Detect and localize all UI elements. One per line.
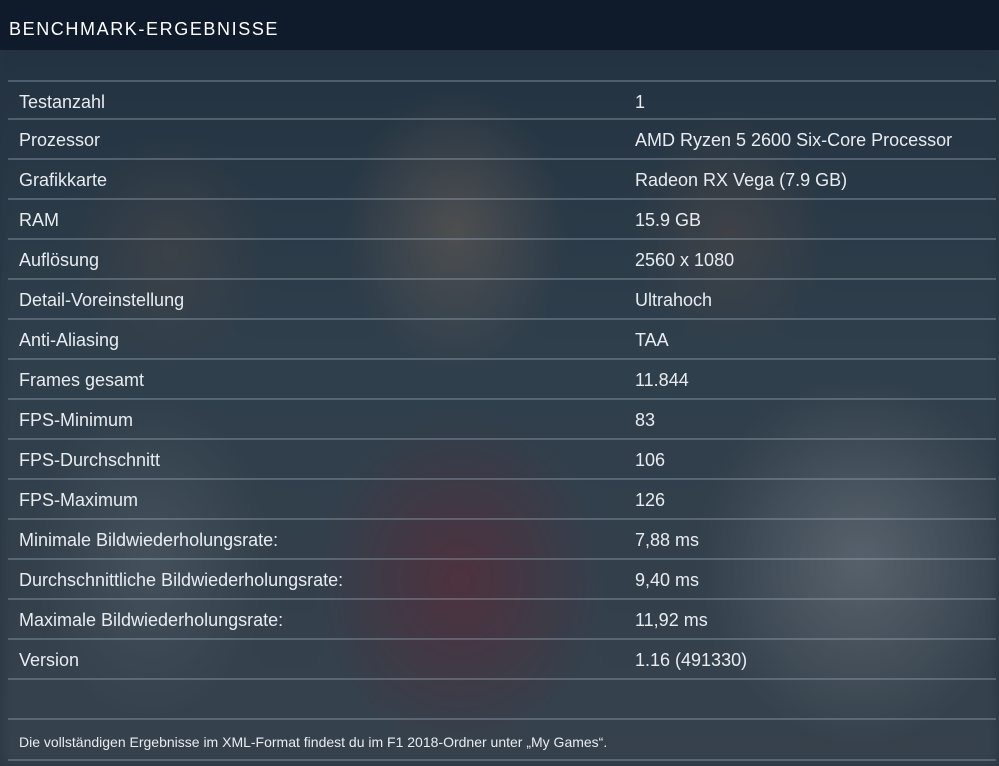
row-label: Frames gesamt: [19, 370, 145, 390]
results-row: Minimale Bildwiederholungsrate: 7,88 ms: [8, 520, 996, 560]
row-value: 7,88 ms: [635, 530, 700, 550]
footer-note: Die vollständigen Ergebnisse im XML-Form…: [19, 734, 608, 750]
row-value: 1: [635, 92, 646, 112]
row-value: 83: [635, 410, 656, 430]
row-label: Grafikkarte: [19, 170, 108, 190]
row-label: Testanzahl: [19, 92, 106, 112]
results-row: Version 1.16 (491330): [8, 640, 996, 680]
row-label: Maximale Bildwiederholungsrate:: [19, 610, 284, 630]
row-label: Anti-Aliasing: [19, 330, 120, 350]
row-value: 15.9 GB: [635, 210, 702, 230]
row-value: TAA: [635, 330, 669, 350]
row-value: Radeon RX Vega (7.9 GB): [635, 170, 848, 190]
row-label: Detail-Voreinstellung: [19, 290, 185, 310]
results-table: Testanzahl 1 Prozessor AMD Ryzen 5 2600 …: [8, 80, 996, 680]
footer-divider: [8, 718, 996, 720]
results-row: Durchschnittliche Bildwiederholungsrate:…: [8, 560, 996, 600]
results-row: FPS-Maximum 126: [8, 480, 996, 520]
results-row: FPS-Durchschnitt 106: [8, 440, 996, 480]
results-row: Maximale Bildwiederholungsrate: 11,92 ms: [8, 600, 996, 640]
row-value: 9,40 ms: [635, 570, 700, 590]
row-label: FPS-Durchschnitt: [19, 450, 161, 470]
row-label: FPS-Minimum: [19, 410, 134, 430]
results-row: FPS-Minimum 83: [8, 400, 996, 440]
header-bar: BENCHMARK-ERGEBNISSE: [0, 0, 999, 50]
row-value: AMD Ryzen 5 2600 Six-Core Processor: [635, 130, 953, 150]
row-value: Ultrahoch: [635, 290, 713, 310]
row-value: 11.844: [635, 370, 689, 390]
results-row: Testanzahl 1: [8, 80, 996, 120]
results-row: Grafikkarte Radeon RX Vega (7.9 GB): [8, 160, 996, 200]
results-row: Frames gesamt 11.844: [8, 360, 996, 400]
row-value: 126: [635, 490, 666, 510]
page-title: BENCHMARK-ERGEBNISSE: [9, 19, 280, 39]
row-label: Prozessor: [19, 130, 101, 150]
row-value: 106: [635, 450, 666, 470]
row-label: Version: [19, 650, 80, 670]
results-row: Prozessor AMD Ryzen 5 2600 Six-Core Proc…: [8, 120, 996, 160]
row-value: 2560 x 1080: [635, 250, 735, 270]
results-row: Auflösung 2560 x 1080: [8, 240, 996, 280]
results-row: RAM 15.9 GB: [8, 200, 996, 240]
footer-divider: [8, 759, 996, 761]
row-value: 1.16 (491330): [635, 650, 748, 670]
row-label: Durchschnittliche Bildwiederholungsrate:: [19, 570, 344, 590]
row-label: FPS-Maximum: [19, 490, 139, 510]
row-value: 11,92 ms: [635, 610, 708, 630]
row-label: Auflösung: [19, 250, 100, 270]
results-row: Anti-Aliasing TAA: [8, 320, 996, 360]
row-label: RAM: [19, 210, 59, 230]
row-label: Minimale Bildwiederholungsrate:: [19, 530, 279, 550]
results-row: Detail-Voreinstellung Ultrahoch: [8, 280, 996, 320]
